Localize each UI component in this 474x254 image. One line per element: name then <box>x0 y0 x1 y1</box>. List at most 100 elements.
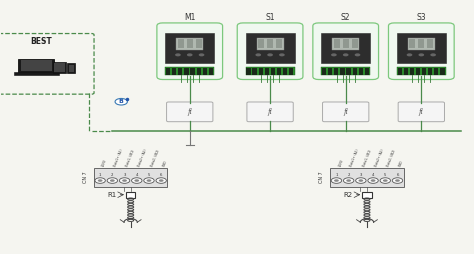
Circle shape <box>159 179 164 182</box>
FancyBboxPatch shape <box>313 23 379 80</box>
Circle shape <box>343 53 348 56</box>
Bar <box>434 68 438 75</box>
Text: 12VU: 12VU <box>101 158 108 167</box>
Bar <box>256 38 283 50</box>
Bar <box>14 72 59 75</box>
Bar <box>197 68 201 75</box>
Bar <box>53 62 66 73</box>
Bar <box>409 39 415 49</box>
Bar <box>246 33 294 63</box>
Circle shape <box>331 178 342 183</box>
Circle shape <box>199 53 204 56</box>
Circle shape <box>355 53 360 56</box>
Bar <box>187 39 193 49</box>
FancyBboxPatch shape <box>398 102 445 122</box>
Circle shape <box>383 179 388 182</box>
Bar <box>346 68 351 75</box>
Text: Data2+ (A2): Data2+ (A2) <box>374 149 385 167</box>
Bar <box>440 68 445 75</box>
Circle shape <box>344 178 354 183</box>
Circle shape <box>430 53 436 56</box>
Text: M1: M1 <box>184 13 195 22</box>
FancyBboxPatch shape <box>157 23 223 80</box>
Circle shape <box>392 178 403 183</box>
Circle shape <box>267 53 273 56</box>
Bar <box>178 68 182 75</box>
Text: 5: 5 <box>148 173 150 177</box>
Bar <box>166 68 170 75</box>
Circle shape <box>358 179 363 182</box>
Bar <box>352 39 358 49</box>
Bar <box>126 192 136 198</box>
Bar <box>246 68 251 75</box>
Text: 5: 5 <box>384 173 386 177</box>
Text: 4: 4 <box>372 173 374 177</box>
Bar <box>184 68 189 75</box>
Bar <box>330 168 403 187</box>
Text: fi: fi <box>268 108 273 116</box>
Text: fi: fi <box>343 108 348 116</box>
Bar <box>418 39 424 49</box>
Circle shape <box>156 178 166 183</box>
Text: CN 7: CN 7 <box>319 172 324 183</box>
Text: Data2- (/B2): Data2- (/B2) <box>386 149 397 167</box>
Text: R2: R2 <box>344 192 353 198</box>
Text: CN 7: CN 7 <box>83 172 88 183</box>
Circle shape <box>279 53 285 56</box>
Bar <box>404 68 408 75</box>
Circle shape <box>107 178 118 183</box>
Bar <box>176 38 203 50</box>
Text: R1: R1 <box>107 192 117 198</box>
Bar <box>340 68 345 75</box>
Text: BEST: BEST <box>30 37 52 46</box>
Bar <box>398 68 402 75</box>
Circle shape <box>368 178 378 183</box>
FancyBboxPatch shape <box>247 102 293 122</box>
Circle shape <box>346 179 351 182</box>
Bar <box>203 68 207 75</box>
Text: 4: 4 <box>136 173 138 177</box>
Bar <box>172 68 176 75</box>
Text: 6: 6 <box>396 173 399 177</box>
Bar <box>343 39 349 49</box>
Circle shape <box>356 178 366 183</box>
Text: GND: GND <box>162 160 168 167</box>
Bar <box>334 68 338 75</box>
Bar <box>267 39 273 49</box>
Bar <box>178 39 184 49</box>
Bar <box>410 68 414 75</box>
Bar <box>165 33 214 63</box>
Bar <box>67 63 75 73</box>
Text: S1: S1 <box>265 13 275 22</box>
Circle shape <box>119 178 130 183</box>
Bar <box>353 68 357 75</box>
Bar <box>365 68 369 75</box>
Bar <box>253 68 257 75</box>
Bar <box>258 39 264 49</box>
Circle shape <box>187 53 192 56</box>
Bar <box>94 168 167 187</box>
Text: fi: fi <box>419 108 424 116</box>
Circle shape <box>419 53 424 56</box>
Text: Data2+ (A2): Data2+ (A2) <box>138 149 148 167</box>
Bar <box>321 33 370 63</box>
Text: 6: 6 <box>160 173 163 177</box>
Text: Data1+ (A1): Data1+ (A1) <box>113 149 124 167</box>
Bar <box>321 67 370 75</box>
Bar <box>416 68 420 75</box>
Bar <box>422 68 426 75</box>
Circle shape <box>407 53 412 56</box>
Text: B: B <box>119 99 124 104</box>
Bar <box>289 68 293 75</box>
Bar <box>246 67 294 75</box>
Bar <box>322 68 326 75</box>
Text: Data1+ (A1): Data1+ (A1) <box>350 149 360 167</box>
Circle shape <box>331 53 337 56</box>
Text: Data2- (/B2): Data2- (/B2) <box>150 149 161 167</box>
Text: 2: 2 <box>111 173 114 177</box>
Circle shape <box>255 53 261 56</box>
Bar <box>397 33 446 63</box>
Circle shape <box>115 99 128 105</box>
Bar <box>258 68 263 75</box>
Bar <box>408 38 435 50</box>
